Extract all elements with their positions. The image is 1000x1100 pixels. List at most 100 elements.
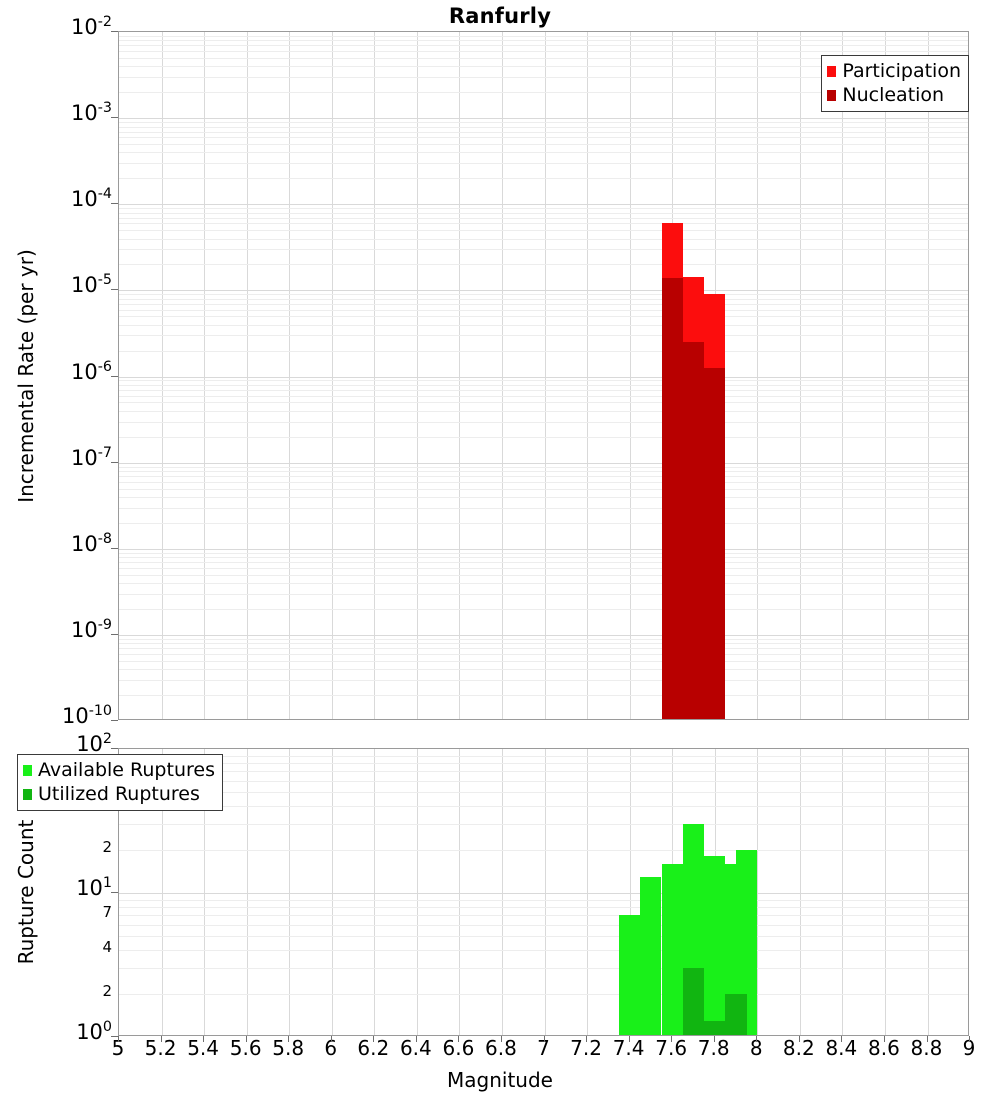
grid-line-vertical (629, 32, 631, 719)
x-tick-mark (415, 1036, 417, 1042)
grid-line-minor (119, 40, 968, 42)
grid-line-minor (119, 294, 968, 296)
x-tick-label: 8.4 (825, 1036, 858, 1060)
grid-line-vertical (799, 32, 801, 719)
bar-available-7.4 (619, 915, 641, 1035)
grid-line-minor (119, 163, 968, 165)
x-tick-label: 6.8 (485, 1036, 517, 1060)
grid-line-minor (119, 402, 968, 404)
grid-line-vertical (246, 749, 248, 1035)
bottom-legend: Available Ruptures Utilized Ruptures (17, 754, 223, 811)
grid-line-minor (119, 562, 968, 564)
grid-line-minor (119, 230, 968, 232)
x-tick-label: 8.8 (910, 1036, 943, 1060)
grid-line-minor (119, 648, 968, 650)
grid-line-vertical (289, 749, 291, 1035)
grid-line-vertical (884, 32, 886, 719)
grid-line-vertical (629, 749, 631, 1035)
grid-line-minor (119, 950, 968, 952)
legend-item[interactable]: Nucleation (827, 83, 961, 107)
grid-line-minor (119, 915, 968, 917)
legend-swatch-icon (827, 89, 837, 101)
grid-line-minor (119, 410, 968, 412)
grid-line-minor (119, 92, 968, 94)
y-tick-label: 101 (76, 875, 112, 900)
legend-label: Utilized Ruptures (38, 782, 200, 805)
grid-line-minor (119, 384, 968, 386)
x-tick-label: 6.4 (399, 1036, 432, 1060)
legend-swatch-icon (827, 65, 837, 77)
x-tick-label: 7.8 (697, 1036, 730, 1060)
bar-utilized-7.8 (704, 1020, 726, 1035)
y-tick-mark (111, 375, 118, 377)
legend-item[interactable]: Available Ruptures (23, 758, 215, 782)
grid-line-vertical (289, 32, 291, 719)
x-tick-label: 9 (962, 1036, 976, 1060)
x-tick-label: 7.2 (570, 1036, 602, 1060)
x-tick-mark (841, 1036, 843, 1042)
x-tick-mark (671, 1036, 673, 1042)
legend-item[interactable]: Utilized Ruptures (23, 782, 215, 806)
x-tick-label: 5.8 (272, 1036, 305, 1060)
grid-line-minor (119, 669, 968, 671)
grid-line-minor (119, 557, 968, 559)
grid-line-minor (119, 238, 968, 240)
grid-line-minor (119, 638, 968, 640)
y-tick-mark (111, 203, 118, 205)
grid-line-vertical (544, 32, 546, 719)
grid-line-major (119, 290, 968, 292)
bar-available-7.6 (661, 863, 683, 1035)
grid-line-minor (119, 792, 968, 794)
grid-line-vertical (544, 749, 546, 1035)
grid-line-vertical (927, 749, 929, 1035)
grid-line-minor (119, 395, 968, 397)
bar-nucleation-7.6 (661, 277, 683, 719)
x-tick-mark (458, 1036, 460, 1042)
x-tick-label: 5.4 (187, 1036, 219, 1060)
x-tick-label: 6.2 (357, 1036, 390, 1060)
grid-line-minor (119, 249, 968, 251)
grid-line-minor (119, 496, 968, 498)
grid-line-minor (119, 298, 968, 300)
x-tick-mark (756, 1036, 758, 1042)
grid-line-minor (119, 421, 968, 423)
x-axis-title: Magnitude (447, 1068, 553, 1092)
bottom-y-axis-title: Rupture Count (14, 819, 38, 965)
grid-line-minor (119, 178, 968, 180)
grid-line-minor (119, 309, 968, 311)
grid-line-minor (119, 303, 968, 305)
y-tick-label: 10-6 (71, 358, 112, 384)
grid-line-minor (119, 507, 968, 509)
grid-line-vertical (799, 749, 801, 1035)
y-tick-mark (111, 748, 118, 749)
grid-line-minor (119, 593, 968, 595)
x-tick-label: 5 (111, 1036, 125, 1060)
x-tick-label: 7.4 (612, 1036, 645, 1060)
grid-line-minor (119, 436, 968, 438)
legend-item[interactable]: Participation (827, 59, 961, 83)
grid-line-minor (119, 654, 968, 655)
x-tick-mark (586, 1036, 587, 1042)
grid-line-vertical (757, 32, 759, 719)
grid-line-minor (119, 481, 968, 483)
grid-line-minor (119, 324, 968, 326)
y-tick-label-minor: 4 (102, 938, 112, 957)
x-tick-mark (500, 1036, 502, 1042)
grid-line-minor (119, 51, 968, 53)
grid-line-minor (119, 695, 968, 697)
legend-label: Nucleation (842, 83, 945, 106)
grid-line-vertical (161, 749, 163, 1035)
bar-available-7.95 (736, 849, 758, 1035)
grid-line-vertical (842, 32, 844, 719)
bar-utilized-7.7 (682, 968, 705, 1035)
x-tick-label: 7.6 (655, 1036, 688, 1060)
grid-line-minor (119, 45, 968, 47)
grid-line-vertical (587, 749, 589, 1035)
y-tick-label: 10-8 (71, 530, 112, 556)
page-title: Ranfurly (448, 4, 552, 28)
grid-line-minor (119, 968, 968, 970)
grid-line-minor (119, 57, 968, 59)
incremental-rate-plot (118, 31, 969, 720)
grid-line-minor (119, 806, 968, 808)
grid-line-major (119, 462, 968, 464)
